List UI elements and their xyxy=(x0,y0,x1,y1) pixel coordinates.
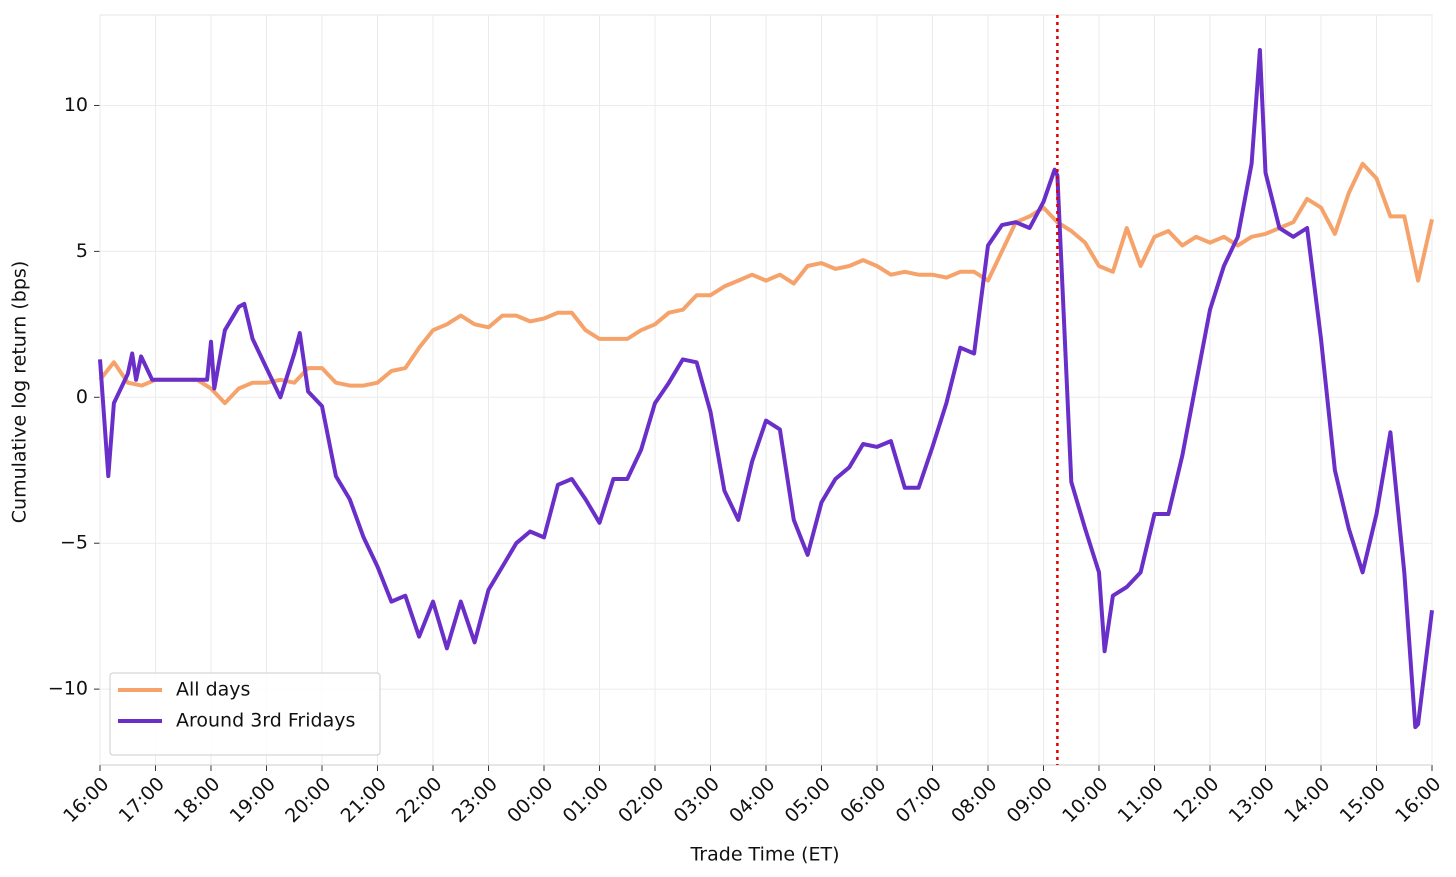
legend-box xyxy=(109,672,381,756)
y-tick-label: −5 xyxy=(60,532,88,554)
y-axis-label: Cumulative log return (bps) xyxy=(9,261,31,523)
y-tick-label: 0 xyxy=(76,386,88,408)
series-line xyxy=(98,48,1434,730)
y-tick-label: 5 xyxy=(76,240,88,262)
y-tick-label: 10 xyxy=(64,94,88,116)
x-axis-label: Trade Time (ET) xyxy=(689,844,839,866)
series-line xyxy=(98,161,1434,406)
legend-label: Around 3rd Fridays xyxy=(176,710,355,732)
y-tick-label: −10 xyxy=(48,678,88,700)
legend-label: All days xyxy=(176,679,250,701)
